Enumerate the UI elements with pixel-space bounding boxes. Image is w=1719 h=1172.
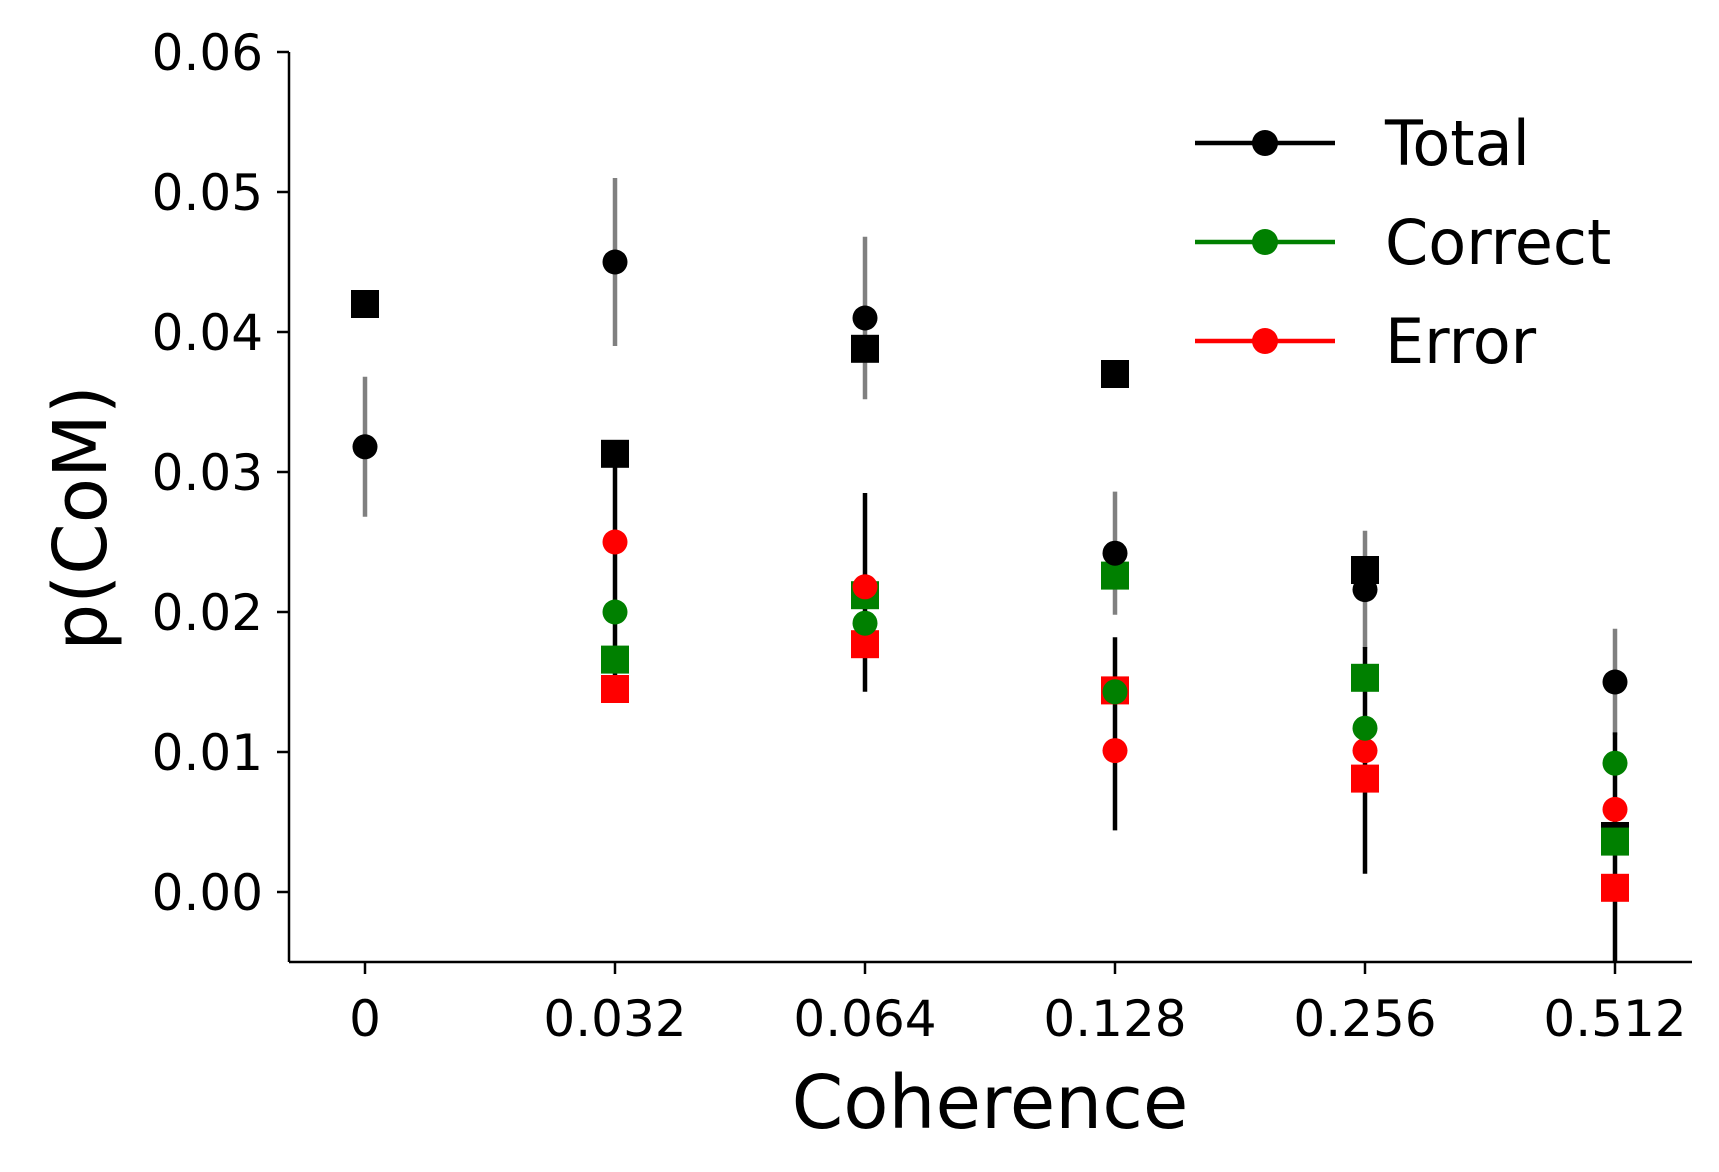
x-tick-label: 0.256 [1293, 990, 1436, 1048]
square-point [351, 290, 379, 318]
y-tick-label: 0.01 [152, 724, 263, 782]
total-point [352, 434, 378, 460]
x-axis-title: Coherence [792, 1060, 1189, 1146]
square-point [1351, 663, 1379, 692]
square-point [1351, 764, 1379, 793]
square-point [1101, 360, 1129, 388]
square-point [851, 334, 879, 363]
error-point [602, 529, 628, 555]
axes: 0.00 0.01 0.02 0.03 0.04 0.05 0.06 0 0.032 0.064 0… [152, 24, 1692, 1048]
x-tick-label: 0.512 [1543, 990, 1686, 1048]
square-point [1601, 873, 1629, 902]
correct-point [1352, 715, 1378, 741]
y-tick-label: 0.04 [152, 304, 263, 362]
total-point [1102, 540, 1128, 566]
error-bars [362, 178, 1618, 962]
y-tick-label: 0.00 [152, 864, 263, 922]
y-tick-label: 0.02 [152, 584, 263, 642]
legend: Total Correct Error [1195, 107, 1611, 378]
legend-label: Correct [1385, 206, 1611, 279]
y-tick-label: 0.03 [152, 444, 263, 502]
correct-point [1102, 679, 1128, 705]
x-tick-label: 0.064 [793, 990, 936, 1048]
total-point [1352, 577, 1378, 603]
error-point [1102, 738, 1128, 764]
error-point [1602, 796, 1628, 822]
square-point [601, 645, 629, 674]
square-point [1101, 561, 1129, 590]
legend-marker [1252, 130, 1278, 156]
legend-marker [1252, 328, 1278, 354]
data-markers [351, 249, 1629, 902]
y-tick-label: 0.05 [152, 164, 263, 222]
square-point [1601, 827, 1629, 856]
y-tick-label: 0.06 [152, 24, 263, 82]
x-tick-label: 0 [349, 990, 381, 1048]
correct-point [602, 599, 628, 625]
square-point [601, 675, 629, 703]
total-point [602, 249, 628, 275]
error-point [852, 574, 878, 600]
legend-marker [1252, 229, 1278, 255]
total-point [852, 305, 878, 331]
total-point [1602, 669, 1628, 695]
legend-label: Error [1385, 305, 1537, 378]
x-tick-label: 0.032 [543, 990, 686, 1048]
x-tick-label: 0.128 [1043, 990, 1186, 1048]
legend-label: Total [1384, 107, 1530, 180]
correct-point [1602, 750, 1628, 776]
correct-point [852, 610, 878, 636]
y-axis-title: p(CoM) [38, 385, 124, 651]
error-point [1352, 738, 1378, 764]
square-point [601, 439, 629, 468]
